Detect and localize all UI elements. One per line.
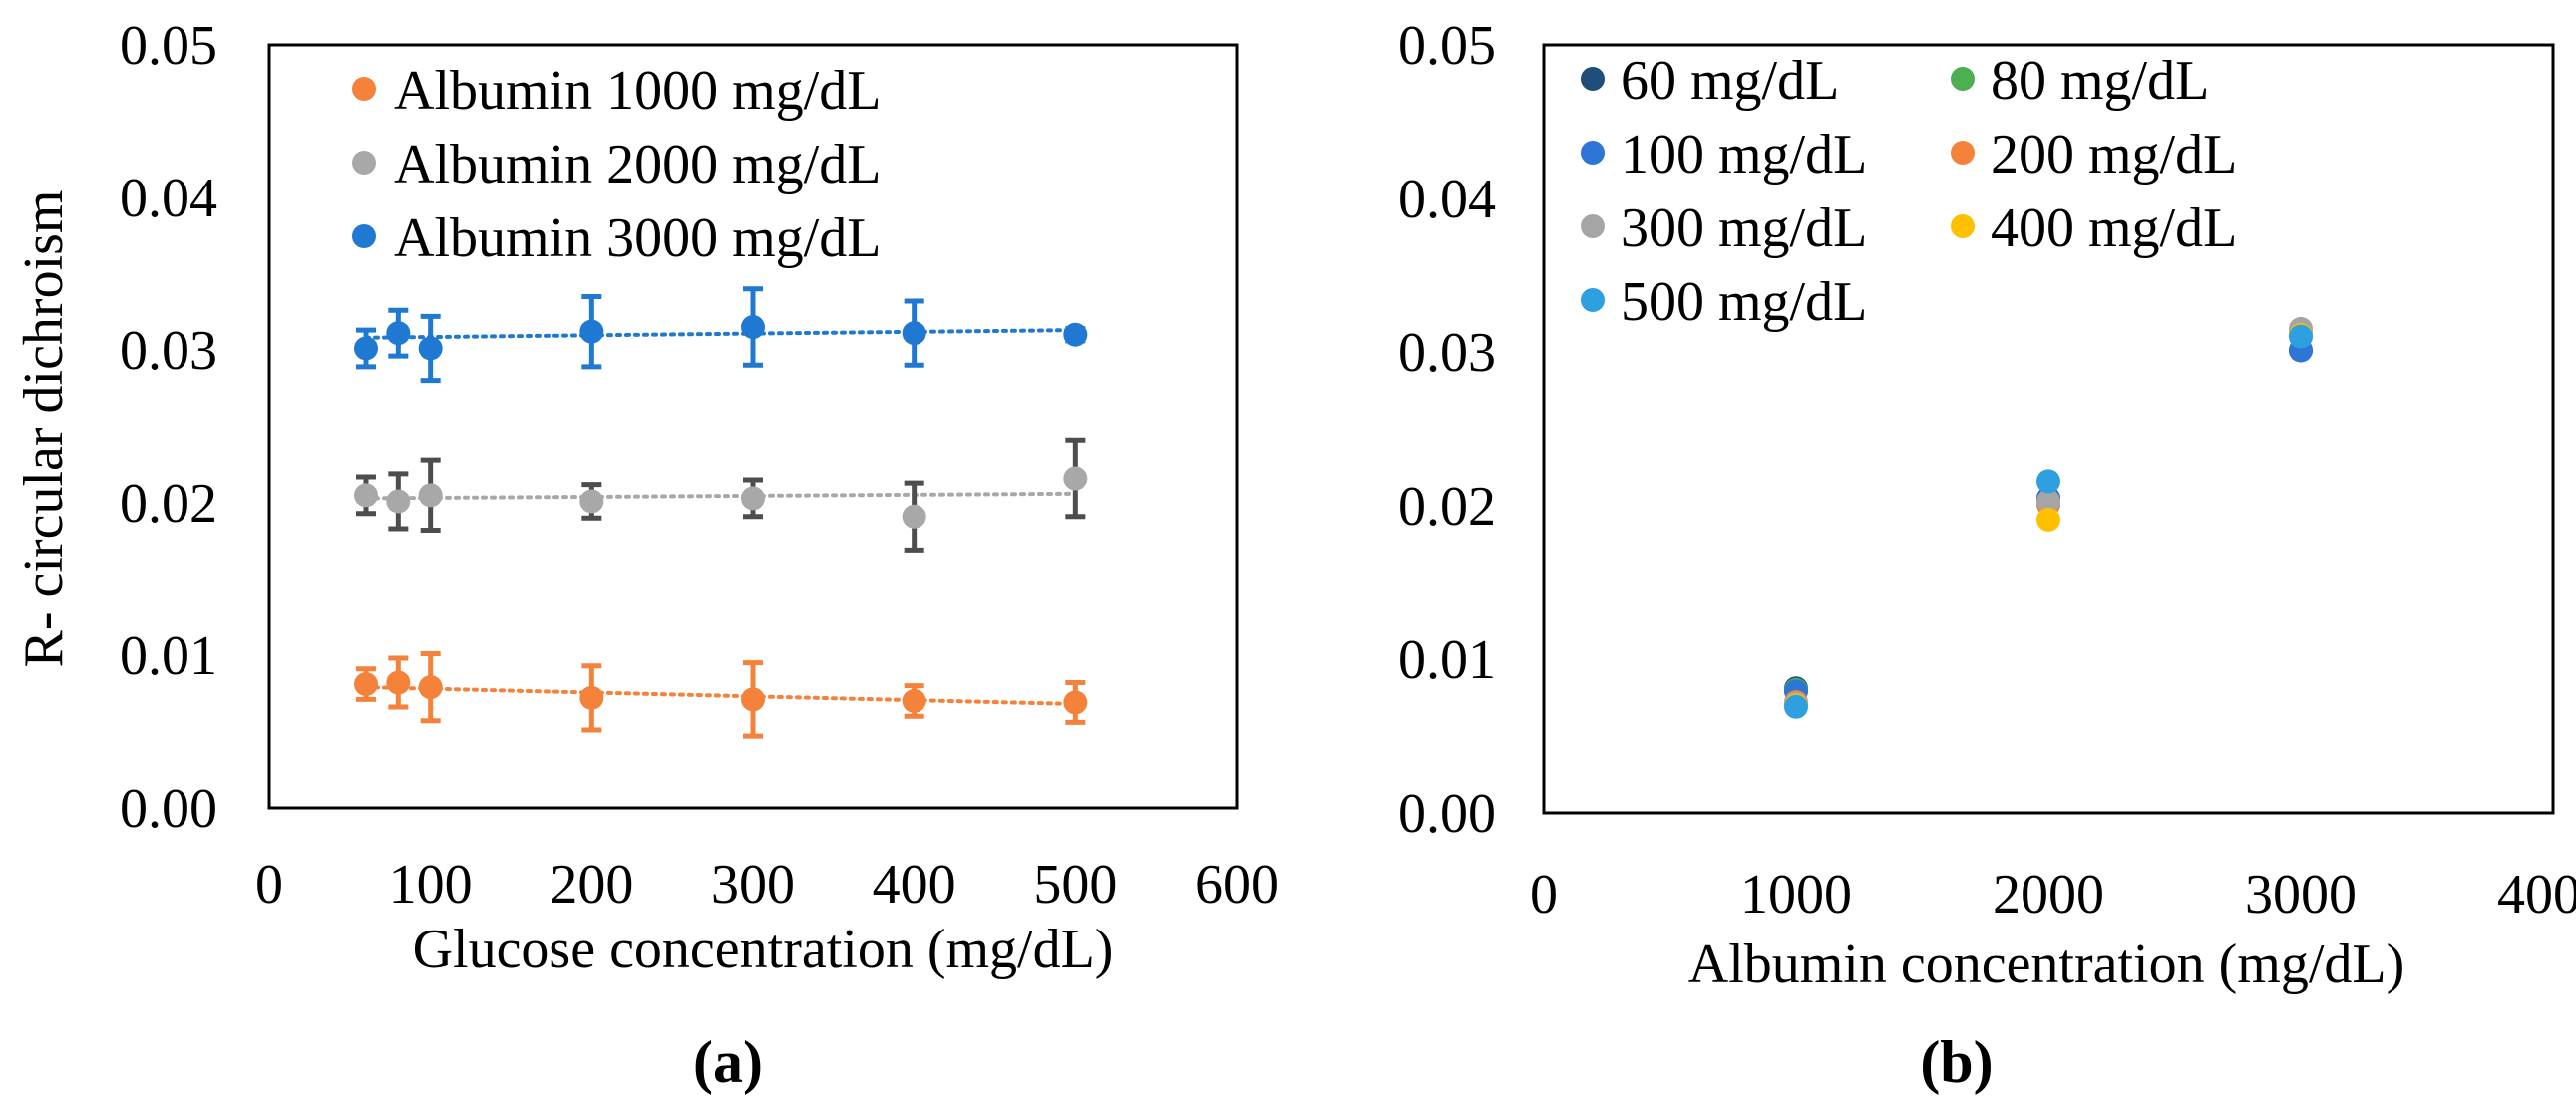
x-axis-title-b: Albumin concentration (mg/dL) [1688,933,2404,995]
y-tick-label-a: 0.02 [120,473,217,535]
data-point [418,336,443,361]
trendline [364,685,1078,706]
x-tick-label-a: 100 [389,854,473,916]
legend-label: 60 mg/dL [1621,50,1839,112]
legend-marker [1951,214,1975,238]
data-point [2036,469,2060,494]
legend-marker [1951,141,1975,165]
x-tick-label-b: 1000 [1740,864,1852,926]
data-point [354,672,378,697]
data-point [386,321,411,346]
data-point [386,489,411,514]
x-tick-label-a: 300 [711,854,795,916]
x-tick-label-a: 600 [1195,854,1279,916]
legend-entry-a: Albumin 1000 mg/dL [352,60,881,122]
legend-label: 500 mg/dL [1621,271,1867,333]
y-tick-label-b: 0.02 [1398,476,1496,538]
legend-marker [352,224,376,248]
y-axis-title-a: R- circular dichroism [13,190,75,668]
trendline [364,328,1078,340]
legend-label: 80 mg/dL [1991,50,2209,112]
panel-a: 0 100 200 300 400 500 600 0.00 0.01 0.02 0.03 0.04… [13,15,1279,1095]
legend-entry-b: 400 mg/dL [1951,197,2237,259]
legend-label: 300 mg/dL [1621,197,1867,259]
legend-entry-b: 500 mg/dL [1581,271,1867,333]
legend-entry-b: 100 mg/dL [1581,124,1867,186]
legend-entry-b: 80 mg/dL [1951,50,2209,112]
data-point [418,483,443,508]
x-tick-label-a: 200 [550,854,633,916]
x-tick-label-b: 3000 [2245,864,2357,926]
data-point [741,687,765,712]
y-tick-label-b: 0.05 [1398,15,1496,77]
plot-area-b [1542,43,2555,815]
data-point [354,483,378,508]
data-point [386,670,411,695]
y-tick-label-b: 0.01 [1398,629,1496,691]
data-point [741,315,765,340]
legend-label: Albumin 1000 mg/dL [394,60,881,122]
data-point [902,688,926,713]
x-tick-label-a: 400 [873,854,956,916]
data-point [418,675,443,700]
legend-marker [352,151,376,175]
data-point [1063,690,1088,715]
legend-label: 400 mg/dL [1991,197,2237,259]
x-tick-label-a: 0 [255,854,283,916]
y-tick-label-a: 0.03 [120,320,217,382]
y-tick-label-a: 0.00 [120,778,217,840]
data-point [1063,466,1088,491]
y-tick-label-a: 0.05 [120,15,217,77]
legend-label: Albumin 2000 mg/dL [394,134,881,195]
plot-area-a [267,43,1239,810]
data-point [741,486,765,511]
data-point [902,504,926,529]
legend-marker [1581,67,1605,91]
data-point [2036,489,2060,514]
y-tick-label-b: 0.04 [1398,169,1496,230]
legend-entry-b: 300 mg/dL [1581,197,1867,259]
legend-label: 100 mg/dL [1621,124,1867,186]
legend-entry-b: 60 mg/dL [1581,50,1839,112]
x-tick-label-b: 0 [1530,864,1558,926]
legend-marker [352,77,376,101]
data-point [354,336,378,361]
y-tick-label-b: 0.03 [1398,322,1496,384]
data-point [579,685,604,710]
x-axis-title-a: Glucose concentration (mg/dL) [413,919,1114,980]
data-point [1784,694,1808,719]
panel-label-a: (a) [693,1029,763,1095]
legend-entry-b: 200 mg/dL [1951,124,2237,186]
legend-entry-a: Albumin 2000 mg/dL [352,134,881,195]
legend-marker [1581,214,1605,238]
data-point [1063,322,1088,347]
legend-marker [1581,288,1605,312]
data-point [2289,324,2313,349]
data-point [902,321,926,346]
x-tick-label-b: 2000 [1993,864,2104,926]
x-tick-label-a: 500 [1033,854,1117,916]
y-tick-label-a: 0.01 [120,625,217,687]
y-tick-label-a: 0.04 [120,168,217,229]
data-point [579,489,604,514]
data-point [2036,507,2060,532]
y-tick-label-b: 0.00 [1398,783,1496,845]
legend-label: 200 mg/dL [1991,124,2237,186]
legend-entry-a: Albumin 3000 mg/dL [352,207,881,269]
data-point [579,319,604,344]
panel-label-b: (b) [1920,1029,1993,1095]
trendline [364,491,1078,501]
legend-marker [1951,67,1975,91]
legend-label: Albumin 3000 mg/dL [394,207,881,269]
legend-marker [1581,141,1605,165]
